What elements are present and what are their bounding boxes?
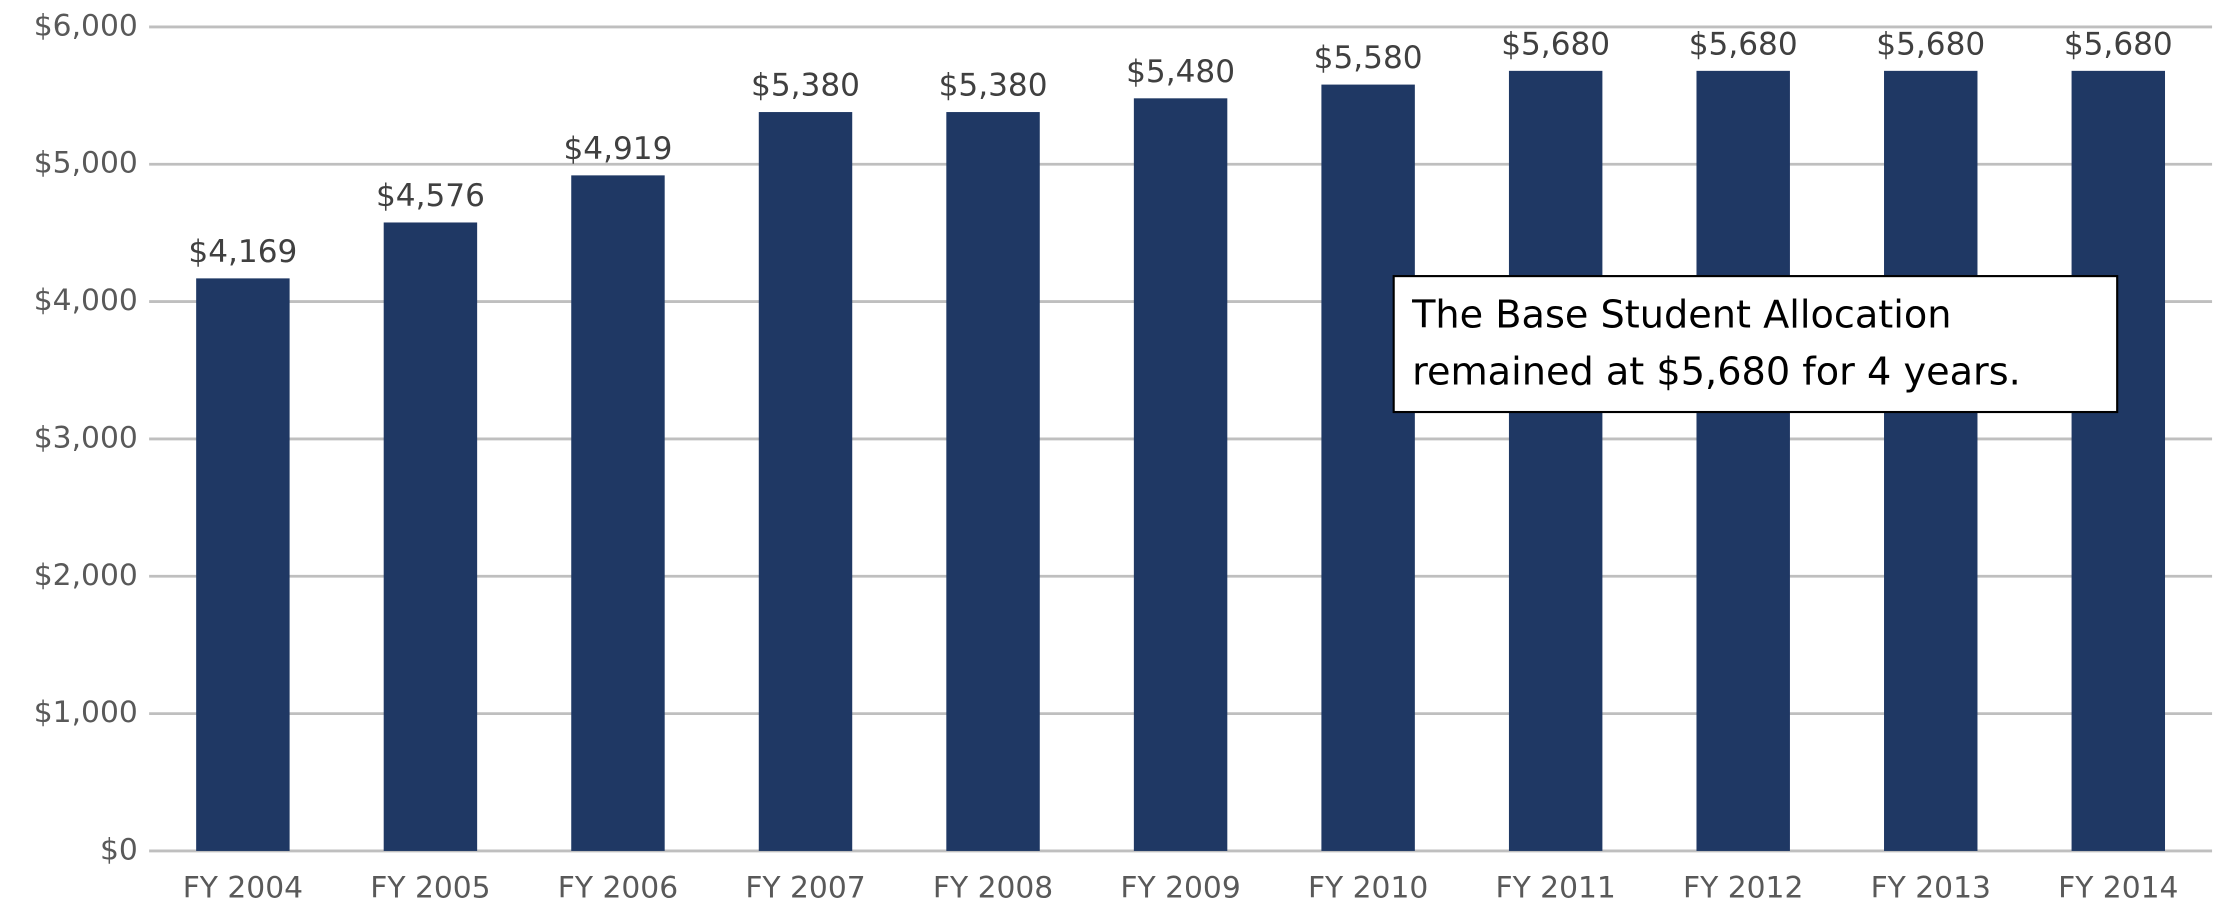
bar bbox=[1321, 84, 1415, 851]
bar bbox=[1696, 70, 1790, 851]
y-tick-label: $5,000 bbox=[34, 146, 138, 181]
x-tick-label: FY 2007 bbox=[745, 871, 865, 906]
y-tick-label: $4,000 bbox=[34, 283, 138, 318]
labels: $0 $1,000 $2,000 $3,000 $4,000 $5,000 $6,000 FY… bbox=[34, 8, 2179, 905]
y-tick-label: $1,000 bbox=[34, 695, 138, 730]
bar bbox=[946, 112, 1040, 851]
y-tick-label: $0 bbox=[100, 832, 138, 867]
value-label: $5,580 bbox=[1314, 40, 1423, 76]
x-tick-label: FY 2013 bbox=[1871, 871, 1991, 906]
x-tick-label: FY 2004 bbox=[183, 871, 303, 906]
value-label: $4,169 bbox=[188, 234, 297, 270]
value-label: $5,680 bbox=[1501, 26, 1610, 62]
x-tick-label: FY 2014 bbox=[2058, 871, 2178, 906]
bar bbox=[2071, 70, 2166, 851]
value-label: $5,680 bbox=[1689, 26, 1798, 62]
x-tick-label: FY 2006 bbox=[558, 871, 678, 906]
y-tick-label: $6,000 bbox=[34, 8, 138, 43]
y-tick-label: $3,000 bbox=[34, 420, 138, 455]
bar bbox=[383, 222, 478, 851]
bar bbox=[196, 278, 290, 851]
value-label: $4,919 bbox=[564, 131, 673, 167]
x-tick-label: FY 2009 bbox=[1120, 871, 1240, 906]
annotation-line: remained at $5,680 for 4 years. bbox=[1412, 350, 2021, 394]
x-tick-label: FY 2012 bbox=[1683, 871, 1803, 906]
bars bbox=[196, 70, 2166, 851]
x-tick-label: FY 2010 bbox=[1308, 871, 1428, 906]
value-label: $5,680 bbox=[2064, 26, 2173, 62]
bar bbox=[758, 112, 853, 851]
bar bbox=[1508, 70, 1603, 851]
annotation-line: The Base Student Allocation bbox=[1411, 294, 1951, 338]
value-label: $5,380 bbox=[939, 68, 1048, 104]
bar bbox=[1884, 70, 1978, 851]
x-tick-label: FY 2005 bbox=[370, 871, 490, 906]
y-tick-label: $2,000 bbox=[34, 558, 138, 593]
value-label: $5,680 bbox=[1876, 26, 1985, 62]
value-label: $5,380 bbox=[751, 68, 860, 104]
value-label: $5,480 bbox=[1126, 54, 1235, 90]
bar bbox=[571, 175, 665, 851]
annotation-box bbox=[1392, 275, 2119, 414]
bar bbox=[1133, 98, 1228, 851]
annotation: The Base Student Allocation remained at … bbox=[1392, 275, 2119, 414]
x-tick-label: FY 2011 bbox=[1496, 871, 1616, 906]
value-label: $4,576 bbox=[376, 178, 485, 214]
x-tick-label: FY 2008 bbox=[933, 871, 1053, 906]
